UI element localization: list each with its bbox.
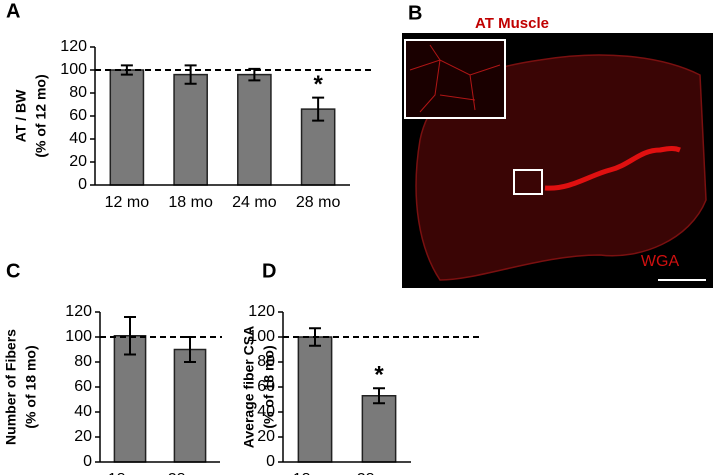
panel-label: D	[262, 260, 276, 282]
y-tick-label: 120	[60, 38, 87, 55]
x-tick-label: 24 mo	[232, 194, 277, 211]
y-tick-label: 80	[69, 84, 87, 101]
inset	[404, 39, 506, 119]
x-tick-label: 18 mo	[108, 471, 153, 475]
error-bar	[312, 96, 325, 122]
y-tick-label: 100	[65, 328, 92, 345]
inset-marker	[513, 169, 543, 195]
bar	[109, 69, 145, 186]
stain-label: WGA	[641, 253, 680, 270]
y-axis-label: (% of 12 mo)	[33, 74, 49, 157]
y-tick-label: 0	[83, 453, 92, 470]
x-tick-label: 28 mo	[296, 194, 341, 211]
y-tick-label: 60	[257, 378, 275, 395]
y-tick-label: 20	[69, 153, 87, 170]
bar	[237, 73, 272, 186]
panel-label: B	[408, 2, 422, 24]
y-axis-label: (% of 18 mo)	[23, 345, 39, 428]
x-tick-label: 18 mo	[168, 194, 213, 211]
bar	[361, 395, 397, 463]
error-bar	[184, 64, 197, 85]
y-tick-label: 80	[74, 353, 92, 370]
y-tick-label: 120	[65, 303, 92, 320]
y-tick-label: 60	[74, 378, 92, 395]
panel-label: C	[6, 260, 20, 282]
x-tick-label: 18 mo	[293, 471, 338, 475]
y-axis-label: Number of Fibers	[3, 329, 19, 445]
y-axis-label: Average fiber CSA	[241, 326, 257, 448]
error-bar	[373, 387, 385, 405]
y-tick-label: 120	[248, 303, 275, 320]
x-tick-label: 28 mo	[357, 471, 402, 475]
y-tick-label: 40	[69, 130, 87, 147]
y-tick-label: 100	[248, 328, 275, 345]
microscopy-panel: B AT Muscle WGA	[402, 2, 713, 288]
bar	[173, 73, 208, 186]
y-tick-label: 40	[257, 403, 275, 420]
y-tick-label: 0	[78, 176, 87, 193]
x-tick-label: 12 mo	[105, 194, 150, 211]
y-tick-label: 40	[74, 403, 92, 420]
y-axis-label: AT / BW	[13, 89, 29, 142]
image-title: AT Muscle	[475, 15, 549, 32]
error-bar	[124, 316, 136, 356]
y-axis-label: (% of 18 mo)	[261, 345, 277, 428]
significance-marker: *	[313, 71, 323, 98]
inset-fibers	[409, 44, 501, 113]
y-tick-label: 20	[257, 428, 275, 445]
y-tick-label: 0	[266, 453, 275, 470]
y-tick-label: 80	[257, 353, 275, 370]
vessel	[544, 146, 681, 191]
error-bar	[248, 67, 261, 82]
y-tick-label: 20	[74, 428, 92, 445]
y-tick-label: 100	[60, 61, 87, 78]
significance-marker: *	[374, 362, 384, 389]
panel-label: A	[6, 0, 20, 22]
bar	[297, 336, 333, 463]
y-tick-label: 60	[69, 107, 87, 124]
x-tick-label: 28 mo	[168, 471, 213, 475]
bar	[173, 348, 207, 463]
